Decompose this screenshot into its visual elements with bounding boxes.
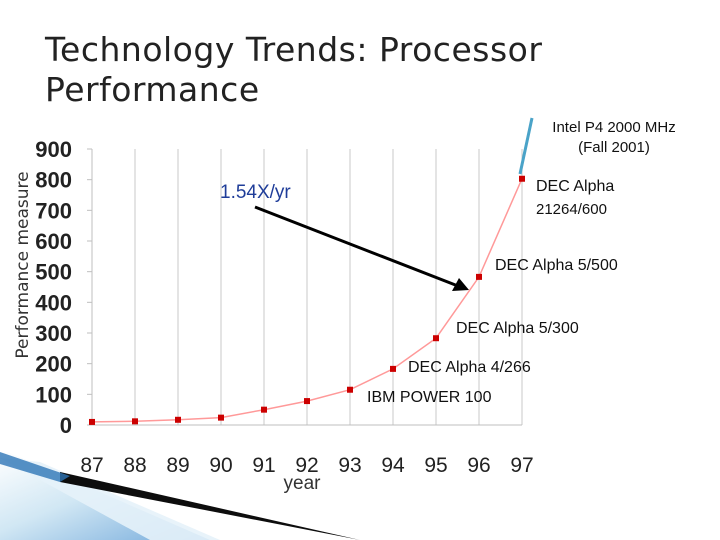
- data-point: [261, 406, 267, 413]
- y-tick-label: 600: [35, 229, 72, 254]
- y-tick-label: 200: [35, 352, 72, 377]
- x-tick-label: 95: [424, 454, 447, 477]
- y-tick-label: 500: [35, 260, 72, 285]
- data-points: [89, 175, 525, 425]
- data-point: [347, 386, 353, 393]
- swoosh-dark-wedge: [60, 472, 360, 540]
- y-tick-label: 100: [35, 382, 72, 407]
- data-point: [175, 416, 181, 423]
- annotation-dec-21264-line1: DEC Alpha: [536, 178, 614, 195]
- x-tick-label: 96: [467, 454, 490, 477]
- annotation-dec-21264-line2: 21264/600: [536, 201, 607, 218]
- annotation-dec-4-266: DEC Alpha 4/266: [408, 359, 531, 376]
- x-tick-label: 93: [338, 454, 361, 477]
- data-point: [89, 418, 95, 425]
- y-tick-label: 0: [60, 413, 72, 438]
- axes: [91, 149, 522, 426]
- data-point: [304, 398, 310, 405]
- slide-title: Technology Trends: Processor Performance: [45, 30, 543, 109]
- growth-arrow-shaft: [254, 205, 459, 288]
- y-tick-label: 900: [35, 137, 72, 162]
- x-tick-label: 89: [166, 454, 189, 477]
- x-tick-label: 91: [252, 454, 275, 477]
- y-tick-label: 700: [35, 198, 72, 223]
- x-tick-label: 92: [295, 454, 318, 477]
- decorative-swoosh: [0, 452, 360, 540]
- annotation-ibm-power: IBM POWER 100: [367, 389, 492, 406]
- annotation-labels: Intel P4 2000 MHz (Fall 2001) DEC Alpha …: [367, 119, 676, 406]
- x-tick-label: 88: [123, 454, 146, 477]
- vertical-gridlines: [134, 149, 523, 425]
- growth-arrowhead: [452, 278, 469, 291]
- x-axis-label: year: [284, 473, 322, 494]
- y-tick-label: 400: [35, 290, 72, 315]
- intel-p4-trend-line: [518, 117, 534, 175]
- y-tick-label: 800: [35, 168, 72, 193]
- swoosh-blue-edge: [0, 452, 70, 482]
- annotation-intel-p4-line2: (Fall 2001): [578, 139, 650, 156]
- y-axis-label: Performance measure: [13, 171, 33, 358]
- growth-rate-label: 1.54X/yr: [220, 182, 291, 203]
- data-point: [476, 273, 482, 280]
- x-tick-label: 90: [209, 454, 232, 477]
- x-tick-label: 87: [80, 454, 103, 477]
- y-tick-label: 300: [35, 321, 72, 346]
- annotation-dec-5-500: DEC Alpha 5/500: [495, 257, 618, 274]
- annotation-dec-5-300: DEC Alpha 5/300: [456, 320, 579, 337]
- data-point: [218, 414, 224, 421]
- data-point: [132, 418, 138, 425]
- annotation-intel-p4-line1: Intel P4 2000 MHz: [552, 119, 675, 136]
- data-point: [390, 365, 396, 372]
- data-point: [433, 335, 439, 342]
- y-tick-labels: 0 100 200 300 400 500 600 700 800 900: [35, 137, 92, 438]
- data-point: [519, 175, 525, 182]
- x-tick-label: 94: [381, 454, 405, 477]
- x-tick-label: 97: [510, 454, 533, 477]
- x-tick-labels: 87 88 89 90 91 92 93 94 95 96 97: [80, 454, 533, 477]
